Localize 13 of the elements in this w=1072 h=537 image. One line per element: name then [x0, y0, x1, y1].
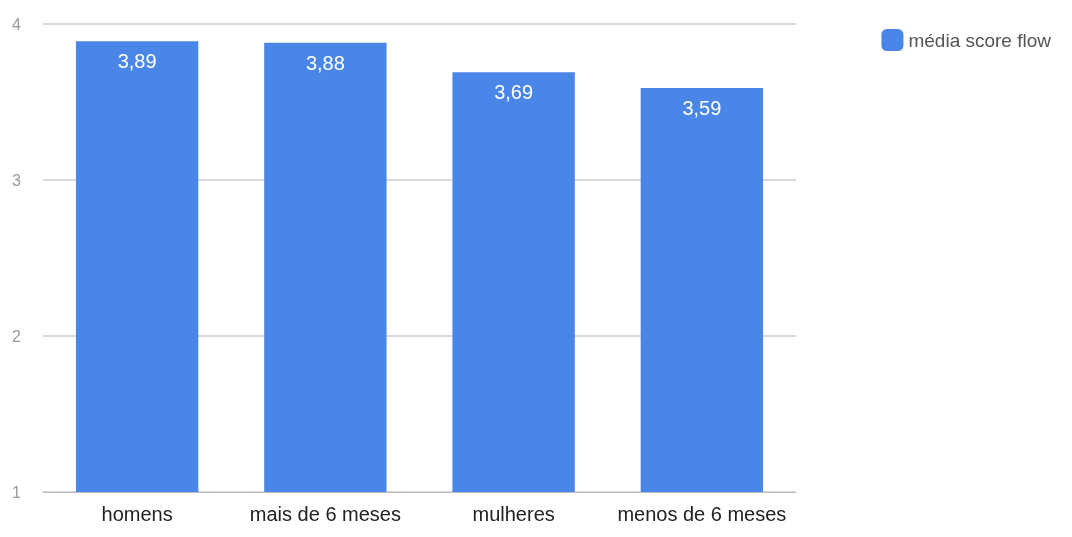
- x-tick-label: homens: [101, 503, 173, 525]
- legend-label: média score flow: [908, 29, 1052, 51]
- data-label: 3,69: [494, 81, 534, 104]
- data-label: 3,89: [117, 50, 157, 73]
- y-tick-label: 4: [12, 15, 22, 33]
- x-tick-label: mulheres: [472, 503, 555, 525]
- x-tick-label: mais de 6 meses: [249, 503, 401, 525]
- y-tick-label: 2: [12, 327, 22, 345]
- data-label: 3,88: [305, 51, 345, 74]
- x-tick-label: menos de 6 meses: [617, 503, 787, 525]
- y-tick-label: 3: [12, 171, 22, 189]
- data-label: 3,59: [682, 96, 722, 119]
- y-tick-label: 1: [12, 483, 22, 501]
